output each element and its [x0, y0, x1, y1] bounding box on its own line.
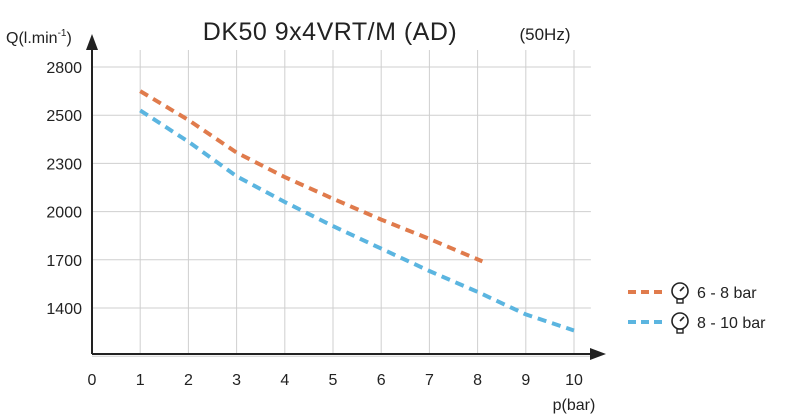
y-tick-label: 2500 [46, 108, 82, 125]
x-axis-arrow [590, 348, 606, 360]
series-layer [139, 89, 575, 333]
x-tick-label: 0 [88, 372, 97, 389]
x-tick-label: 9 [521, 372, 530, 389]
x-tick-label: 2 [184, 372, 193, 389]
y-tick-label: 2000 [46, 205, 82, 222]
chart-title: DK50 9x4VRT/M (AD) [203, 18, 457, 46]
legend: 6 - 8 bar 8 - 10 bar [628, 282, 766, 334]
y-axis-arrow [86, 34, 98, 50]
series-line-1 [139, 89, 484, 264]
legend-label: 8 - 10 bar [697, 315, 766, 332]
y-tick-label: 2300 [46, 156, 82, 173]
x-tick-label: 3 [232, 372, 241, 389]
chart-subtitle: (50Hz) [519, 25, 570, 44]
y-axis-ticks: 1400 1700 2000 2300 2500 2800 [46, 60, 82, 318]
x-tick-label: 7 [425, 372, 434, 389]
x-tick-label: 6 [377, 372, 386, 389]
x-tick-label: 4 [280, 372, 289, 389]
x-tick-label: 5 [329, 372, 338, 389]
x-axis-ticks: 0 1 2 3 4 5 6 7 8 9 10 [88, 372, 583, 389]
x-axis-label: p(bar) [553, 397, 596, 414]
x-tick-label: 1 [136, 372, 145, 389]
x-tick-label: 8 [473, 372, 482, 389]
y-tick-label: 2800 [46, 60, 82, 77]
series-line-2 [139, 108, 575, 333]
y-tick-label: 1700 [46, 253, 82, 270]
pressure-gauge-icon [671, 312, 689, 334]
chart-grid [92, 50, 591, 357]
x-tick-label: 10 [565, 372, 583, 389]
y-tick-label: 1400 [46, 301, 82, 318]
legend-label: 6 - 8 bar [697, 285, 757, 302]
y-axis-label: Q(l.min-1) [6, 28, 72, 47]
pressure-gauge-icon [671, 282, 689, 304]
